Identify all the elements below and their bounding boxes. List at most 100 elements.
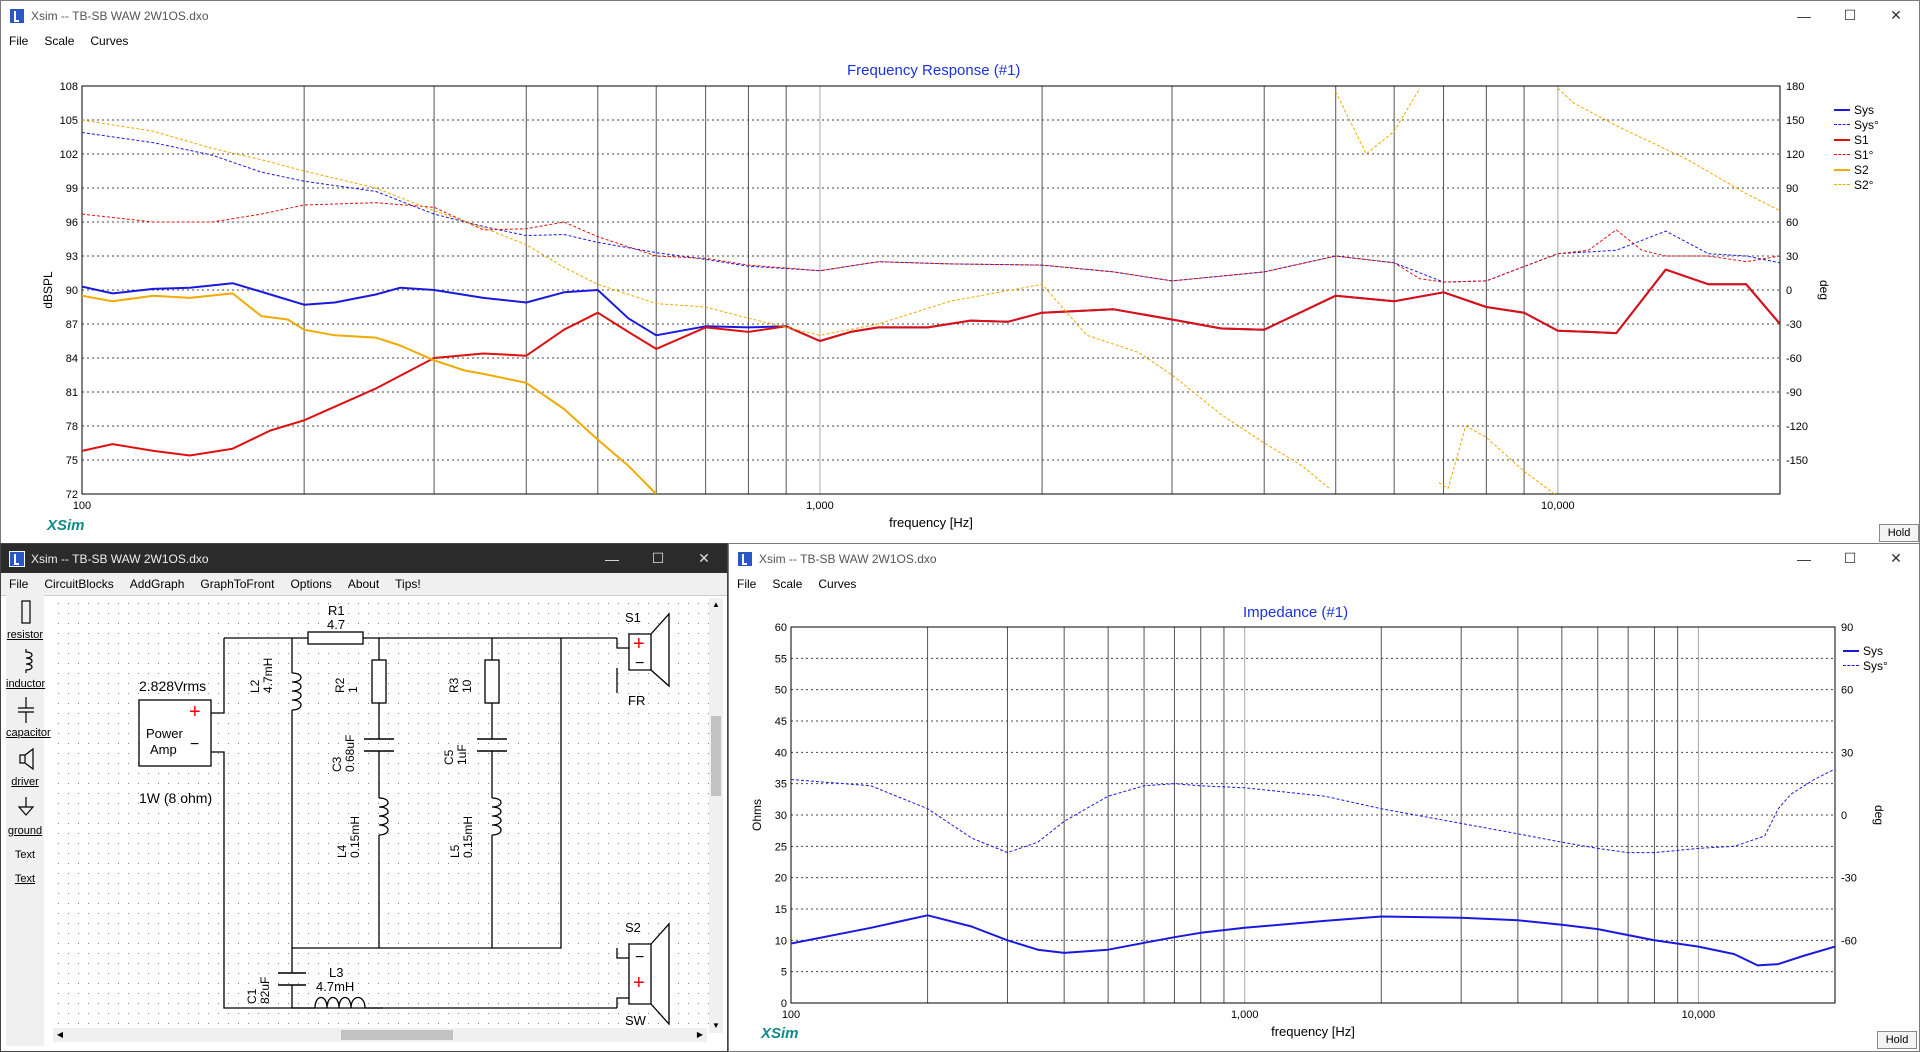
palette-ground[interactable]: ground [7,825,43,837]
amp-power-label: 1W (8 ohm) [139,790,213,806]
chart-title: Frequency Response (#1) [847,62,1021,79]
y2-axis-label: deg [1872,805,1886,825]
minimize-icon[interactable]: — [1797,550,1811,567]
maximize-icon[interactable]: ☐ [1843,550,1857,566]
minimize-icon[interactable]: — [605,550,619,567]
y2-tick-label: -90 [1786,387,1802,399]
series-line-s2 [82,292,657,494]
legend-item[interactable]: S2° [1834,177,1879,192]
title-bar[interactable]: Xsim -- TB-SB WAW 2W1OS.dxo — ☐ ✕ [729,544,1919,573]
legend-item[interactable]: Sys° [1834,117,1879,132]
s1-name: S1 [625,610,641,625]
y2-tick-label: 90 [1841,622,1853,634]
ground-icon[interactable] [16,795,36,821]
menu-addgraph[interactable]: AddGraph [129,577,185,591]
y-tick-label: 105 [60,115,78,127]
vertical-scrollbar[interactable]: ▲ ▼ [709,598,723,1033]
legend-item[interactable]: S2 [1834,162,1879,177]
c3-value: 0.68uF [343,734,357,772]
s2-name: S2 [625,920,641,935]
schematic-canvas[interactable]: 2.828Vrms Power Amp + − 1W (8 ohm) R1 4.… [53,598,724,1028]
legend-item[interactable]: Sys° [1843,658,1888,673]
maximize-icon[interactable]: ☐ [651,550,665,566]
menu-scale[interactable]: Scale [772,577,803,591]
scroll-thumb[interactable] [711,716,721,796]
legend-item[interactable]: S1° [1834,147,1879,162]
scroll-down-icon[interactable]: ▼ [712,1021,720,1030]
menu-graphtofront[interactable]: GraphToFront [200,577,275,591]
y2-tick-label: 0 [1841,810,1847,822]
menu-curves[interactable]: Curves [818,577,857,591]
palette-resistor[interactable]: resistor [6,629,44,641]
minimize-icon[interactable]: — [1797,7,1811,24]
hold-button[interactable]: Hold [1879,524,1919,542]
x-tick-label: 10,000 [1682,1009,1716,1021]
y2-tick-label: -60 [1841,935,1857,947]
r3-value: 10 [460,679,474,693]
x-tick-label: 1,000 [806,500,834,512]
legend-item[interactable]: Sys [1834,102,1879,117]
close-icon[interactable]: ✕ [1890,7,1902,23]
title-bar[interactable]: Xsim -- TB-SB WAW 2W1OS.dxo — ☐ ✕ [1,1,1919,30]
y-tick-label: 78 [66,421,78,433]
menu-tips[interactable]: Tips! [395,577,421,591]
capacitor-icon[interactable] [16,697,36,723]
menu-file[interactable]: File [9,34,29,48]
y-tick-label: 102 [60,149,78,161]
legend-item[interactable]: Sys [1843,643,1888,658]
frequency-response-chart: 72 75 78 81 84 87 90 93 96 99 102 105 108 -150 -120 -90… [41,81,1831,530]
menu-curves[interactable]: Curves [90,34,129,48]
chart-title: Impedance (#1) [1243,604,1349,621]
menu-options[interactable]: Options [290,577,332,591]
hold-button[interactable]: Hold [1877,1031,1917,1049]
inductor-icon[interactable] [16,648,36,674]
scroll-up-icon[interactable]: ▲ [712,600,720,609]
resistor-icon[interactable] [16,599,36,625]
menu-about[interactable]: About [347,577,380,591]
y-tick-label: 35 [775,779,787,791]
y-tick-label: 84 [66,353,78,365]
menu-bar: File Scale Curves [1,30,1919,52]
y-tick-label: 20 [775,873,787,885]
palette-inductor[interactable]: inductor [6,678,46,690]
menu-scale[interactable]: Scale [44,34,75,48]
component-palette: resistor inductor capacitor driver groun… [6,595,51,1046]
l5-value: 0.15mH [461,815,475,858]
menu-circuitblocks[interactable]: CircuitBlocks [44,577,114,591]
app-icon [9,550,25,567]
driver-icon[interactable] [16,746,36,772]
horizontal-scrollbar[interactable]: ◀ ▶ [53,1028,707,1042]
app-icon [737,550,753,567]
scroll-left-icon[interactable]: ◀ [56,1030,64,1039]
menu-file[interactable]: File [9,577,29,591]
close-icon[interactable]: ✕ [1890,550,1902,566]
impedance-window: Xsim -- TB-SB WAW 2W1OS.dxo — ☐ ✕ File S… [728,543,1920,1052]
title-bar[interactable]: Xsim -- TB-SB WAW 2W1OS.dxo — ☐ ✕ [1,544,727,573]
y-tick-label: 60 [775,622,787,634]
series-line-sys [82,268,1780,342]
r1-name: R1 [328,603,345,618]
c3-label: C3 0.68uF [330,734,357,772]
x-tick-label: 100 [782,1009,800,1021]
main-window: Xsim -- TB-SB WAW 2W1OS.dxo — ☐ ✕ File S… [0,0,1920,545]
y-tick-label: 75 [66,455,78,467]
y-tick-label: 81 [66,387,78,399]
close-icon[interactable]: ✕ [698,550,710,566]
palette-driver[interactable]: driver [11,776,39,788]
scroll-right-icon[interactable]: ▶ [696,1030,704,1039]
c1-value: 82uF [258,976,272,1004]
scroll-thumb[interactable] [341,1030,453,1040]
menu-file[interactable]: File [737,577,757,591]
l4-label: L4 0.15mH [335,816,362,858]
palette-text-static[interactable]: Text [14,849,36,861]
y2-tick-label: 0 [1786,285,1792,297]
legend-item[interactable]: S1 [1834,132,1879,147]
y-axis-label: Ohms [750,799,764,831]
app-icon [9,7,25,24]
plot-frame [790,626,1836,1004]
y2-tick-label: -60 [1786,353,1802,365]
maximize-icon[interactable]: ☐ [1843,7,1857,23]
legend-label: S2° [1854,177,1874,192]
palette-capacitor[interactable]: capacitor [6,727,51,739]
palette-text[interactable]: Text [14,873,36,885]
